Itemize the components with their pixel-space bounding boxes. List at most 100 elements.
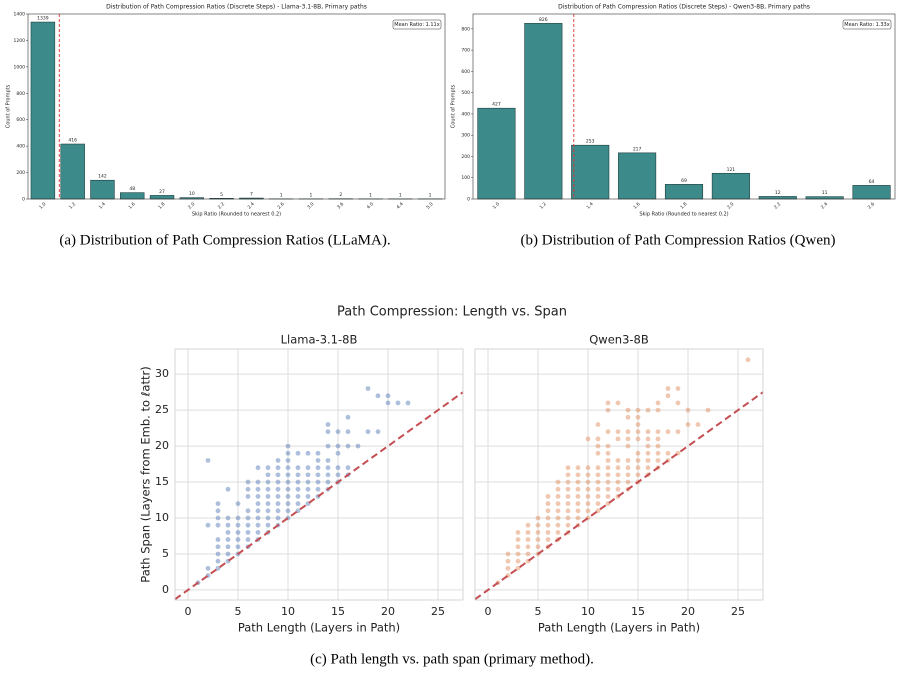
y-tick-label: 500 bbox=[461, 90, 470, 96]
point bbox=[295, 472, 301, 478]
value-label: 11 bbox=[822, 190, 828, 196]
point bbox=[625, 472, 631, 478]
point bbox=[525, 551, 531, 557]
point bbox=[235, 522, 241, 528]
point bbox=[655, 429, 661, 435]
value-label: 64 bbox=[869, 179, 875, 185]
x-tick-label: 4.4 bbox=[395, 201, 404, 210]
point bbox=[505, 551, 511, 557]
y-tick-label: 600 bbox=[461, 69, 470, 75]
bar bbox=[120, 192, 145, 200]
point bbox=[275, 501, 281, 507]
point bbox=[285, 472, 291, 478]
point bbox=[355, 443, 361, 449]
y-tick-label: 400 bbox=[16, 144, 25, 150]
point bbox=[615, 479, 621, 485]
annotation-box bbox=[392, 19, 442, 30]
point bbox=[545, 515, 551, 521]
point bbox=[375, 393, 381, 399]
point bbox=[575, 501, 581, 507]
bar bbox=[852, 185, 891, 200]
point bbox=[595, 472, 601, 478]
point bbox=[275, 458, 281, 463]
point bbox=[655, 443, 661, 449]
x-tick-label: 2.2 bbox=[773, 201, 782, 210]
point bbox=[595, 443, 601, 449]
point bbox=[645, 450, 651, 456]
x-tick-label: 2.0 bbox=[187, 201, 196, 210]
point bbox=[635, 436, 641, 442]
value-label: 121 bbox=[727, 167, 736, 173]
y-tick-label: 30 bbox=[155, 367, 169, 380]
point bbox=[585, 508, 591, 514]
point bbox=[625, 429, 631, 435]
point bbox=[215, 522, 221, 528]
point bbox=[595, 450, 601, 456]
point bbox=[265, 501, 271, 507]
point bbox=[215, 537, 221, 542]
point bbox=[555, 479, 561, 485]
point bbox=[215, 544, 221, 550]
point bbox=[265, 508, 271, 514]
point bbox=[265, 479, 271, 485]
point bbox=[295, 501, 301, 507]
point bbox=[215, 565, 221, 571]
value-label: 7 bbox=[250, 192, 253, 198]
point bbox=[385, 400, 391, 406]
x-tick-label: 1.2 bbox=[538, 201, 547, 210]
point bbox=[225, 551, 231, 557]
point bbox=[275, 494, 281, 499]
point bbox=[235, 544, 241, 550]
point bbox=[245, 494, 251, 499]
point bbox=[325, 465, 331, 471]
y-tick-label: 10 bbox=[155, 511, 169, 524]
y-tick-label: 0 bbox=[22, 197, 25, 203]
caption: (b) Distribution of Path Compression Rat… bbox=[521, 232, 836, 248]
point bbox=[605, 407, 611, 413]
point bbox=[235, 501, 241, 507]
point bbox=[585, 494, 591, 499]
point bbox=[585, 501, 591, 507]
value-label: 10 bbox=[189, 191, 195, 197]
point bbox=[625, 436, 631, 442]
point bbox=[665, 429, 671, 435]
x-tick-label: 2.6 bbox=[867, 201, 876, 210]
point bbox=[265, 494, 271, 499]
point bbox=[255, 494, 261, 499]
point bbox=[605, 472, 611, 478]
point bbox=[315, 486, 321, 492]
point bbox=[555, 529, 561, 535]
value-label: 1 bbox=[369, 192, 372, 198]
value-label: 5 bbox=[220, 192, 223, 198]
point bbox=[335, 443, 341, 449]
plot-frame bbox=[474, 348, 764, 601]
point bbox=[315, 465, 321, 471]
point bbox=[645, 465, 651, 471]
point bbox=[645, 443, 651, 449]
point bbox=[595, 436, 601, 442]
x-axis-label: Path Length (Layers in Path) bbox=[538, 621, 700, 635]
y-tick-label: 5 bbox=[162, 547, 169, 560]
point bbox=[235, 537, 241, 542]
x-tick-label: 0 bbox=[485, 605, 492, 618]
x-tick-label: 2.4 bbox=[247, 201, 256, 210]
point bbox=[605, 429, 611, 435]
point bbox=[655, 436, 661, 442]
y-tick-label: 400 bbox=[461, 111, 470, 117]
plot-frame bbox=[472, 13, 896, 200]
point bbox=[285, 458, 291, 463]
point bbox=[335, 429, 341, 435]
point bbox=[555, 522, 561, 528]
point bbox=[255, 508, 261, 514]
point bbox=[525, 522, 531, 528]
value-label: 1339 bbox=[37, 16, 49, 22]
panel-title: Qwen3-8B bbox=[589, 333, 649, 347]
x-tick-label: 1.2 bbox=[68, 201, 77, 210]
x-tick-label: 25 bbox=[431, 605, 445, 618]
point bbox=[515, 551, 521, 557]
point bbox=[595, 494, 601, 499]
x-tick-label: 10 bbox=[281, 605, 295, 618]
point bbox=[255, 515, 261, 521]
x-tick-label: 1.6 bbox=[632, 201, 641, 210]
point bbox=[575, 479, 581, 485]
